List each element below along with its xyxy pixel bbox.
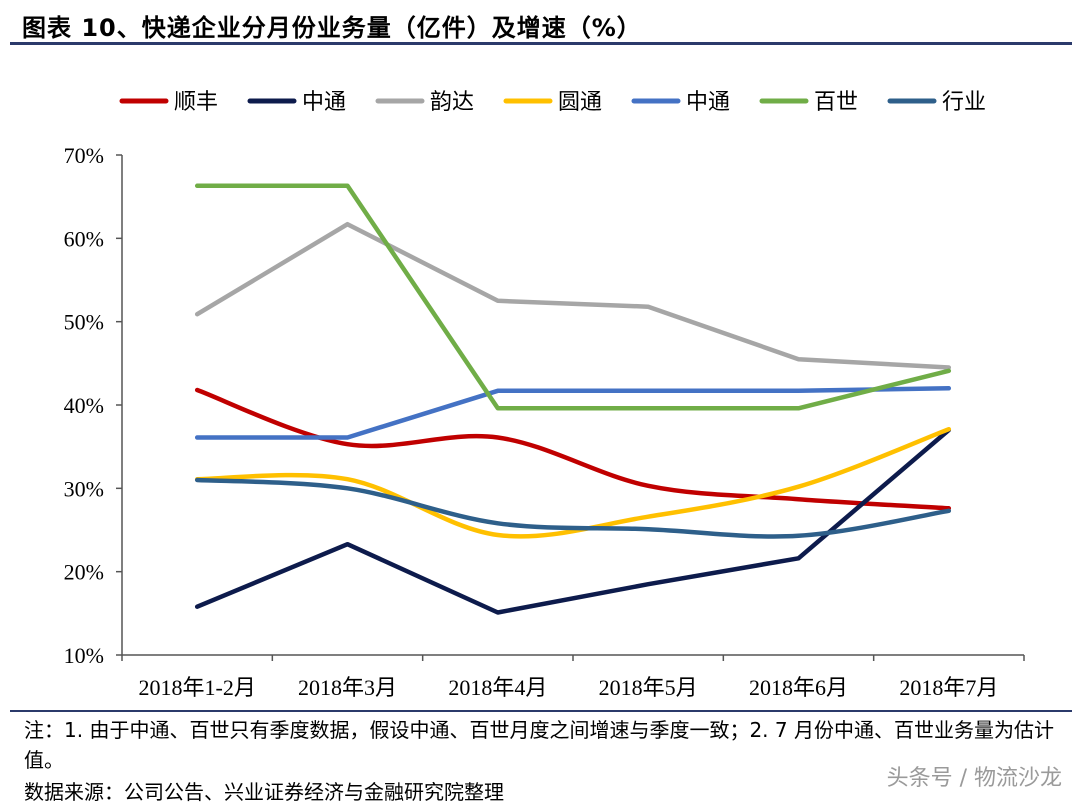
x-tick-label: 2018年6月 — [749, 675, 848, 700]
chart-series — [194, 183, 952, 615]
series-line-6 — [194, 183, 952, 411]
legend-label-6: 百世 — [814, 90, 858, 115]
line-chart: 顺丰 中通 韵达 圆通 中通 百世 行业 10% 20% 30% 40% 50% 60% 70% 2018… — [64, 90, 1025, 700]
title-divider — [10, 42, 1072, 45]
figure-title: 图表 10、快递企业分月份业务量（亿件）及增速（%） — [22, 14, 642, 42]
series-line-7 — [194, 477, 952, 539]
chart-note: 注：1. 由于中通、百世只有季度数据，假设中通、百世月度之间增速与季度一致；2.… — [24, 718, 1054, 772]
legend-label-5: 中通 — [686, 90, 730, 115]
legend-label-1: 顺丰 — [174, 90, 218, 115]
legend-label-4: 圆通 — [558, 90, 602, 115]
legend-label-2: 中通 — [302, 90, 346, 115]
y-tick-label: 60% — [64, 226, 104, 251]
x-tick-label: 2018年7月 — [899, 675, 998, 700]
series-line-2 — [194, 427, 952, 615]
y-tick-label: 50% — [64, 310, 104, 335]
y-tick-label: 20% — [64, 560, 104, 585]
chart-axes: 10% 20% 30% 40% 50% 60% 70% 2018年1-2月 2018年3月 201… — [64, 143, 1025, 700]
watermark-text: 头条号 / 物流沙龙 — [886, 766, 1062, 791]
x-tick-label: 2018年1-2月 — [139, 675, 256, 700]
y-tick-label: 70% — [64, 143, 104, 168]
legend-label-7: 行业 — [942, 90, 986, 115]
y-tick-label: 40% — [64, 393, 104, 418]
y-tick-label: 30% — [64, 476, 104, 501]
y-tick-label: 10% — [64, 643, 104, 668]
series-line-1 — [194, 387, 952, 511]
series-line-4 — [194, 426, 952, 539]
x-tick-label: 2018年4月 — [448, 675, 547, 700]
footer-divider — [10, 710, 1072, 712]
chart-legend: 顺丰 中通 韵达 圆通 中通 百世 行业 — [119, 90, 986, 115]
x-tick-label: 2018年5月 — [599, 675, 698, 700]
data-source: 数据来源：公司公告、兴业证券经济与金融研究院整理 — [24, 780, 504, 804]
legend-label-3: 韵达 — [430, 90, 474, 115]
x-tick-label: 2018年3月 — [298, 675, 397, 700]
series-line-3 — [194, 221, 952, 370]
series-line-5 — [194, 386, 952, 440]
